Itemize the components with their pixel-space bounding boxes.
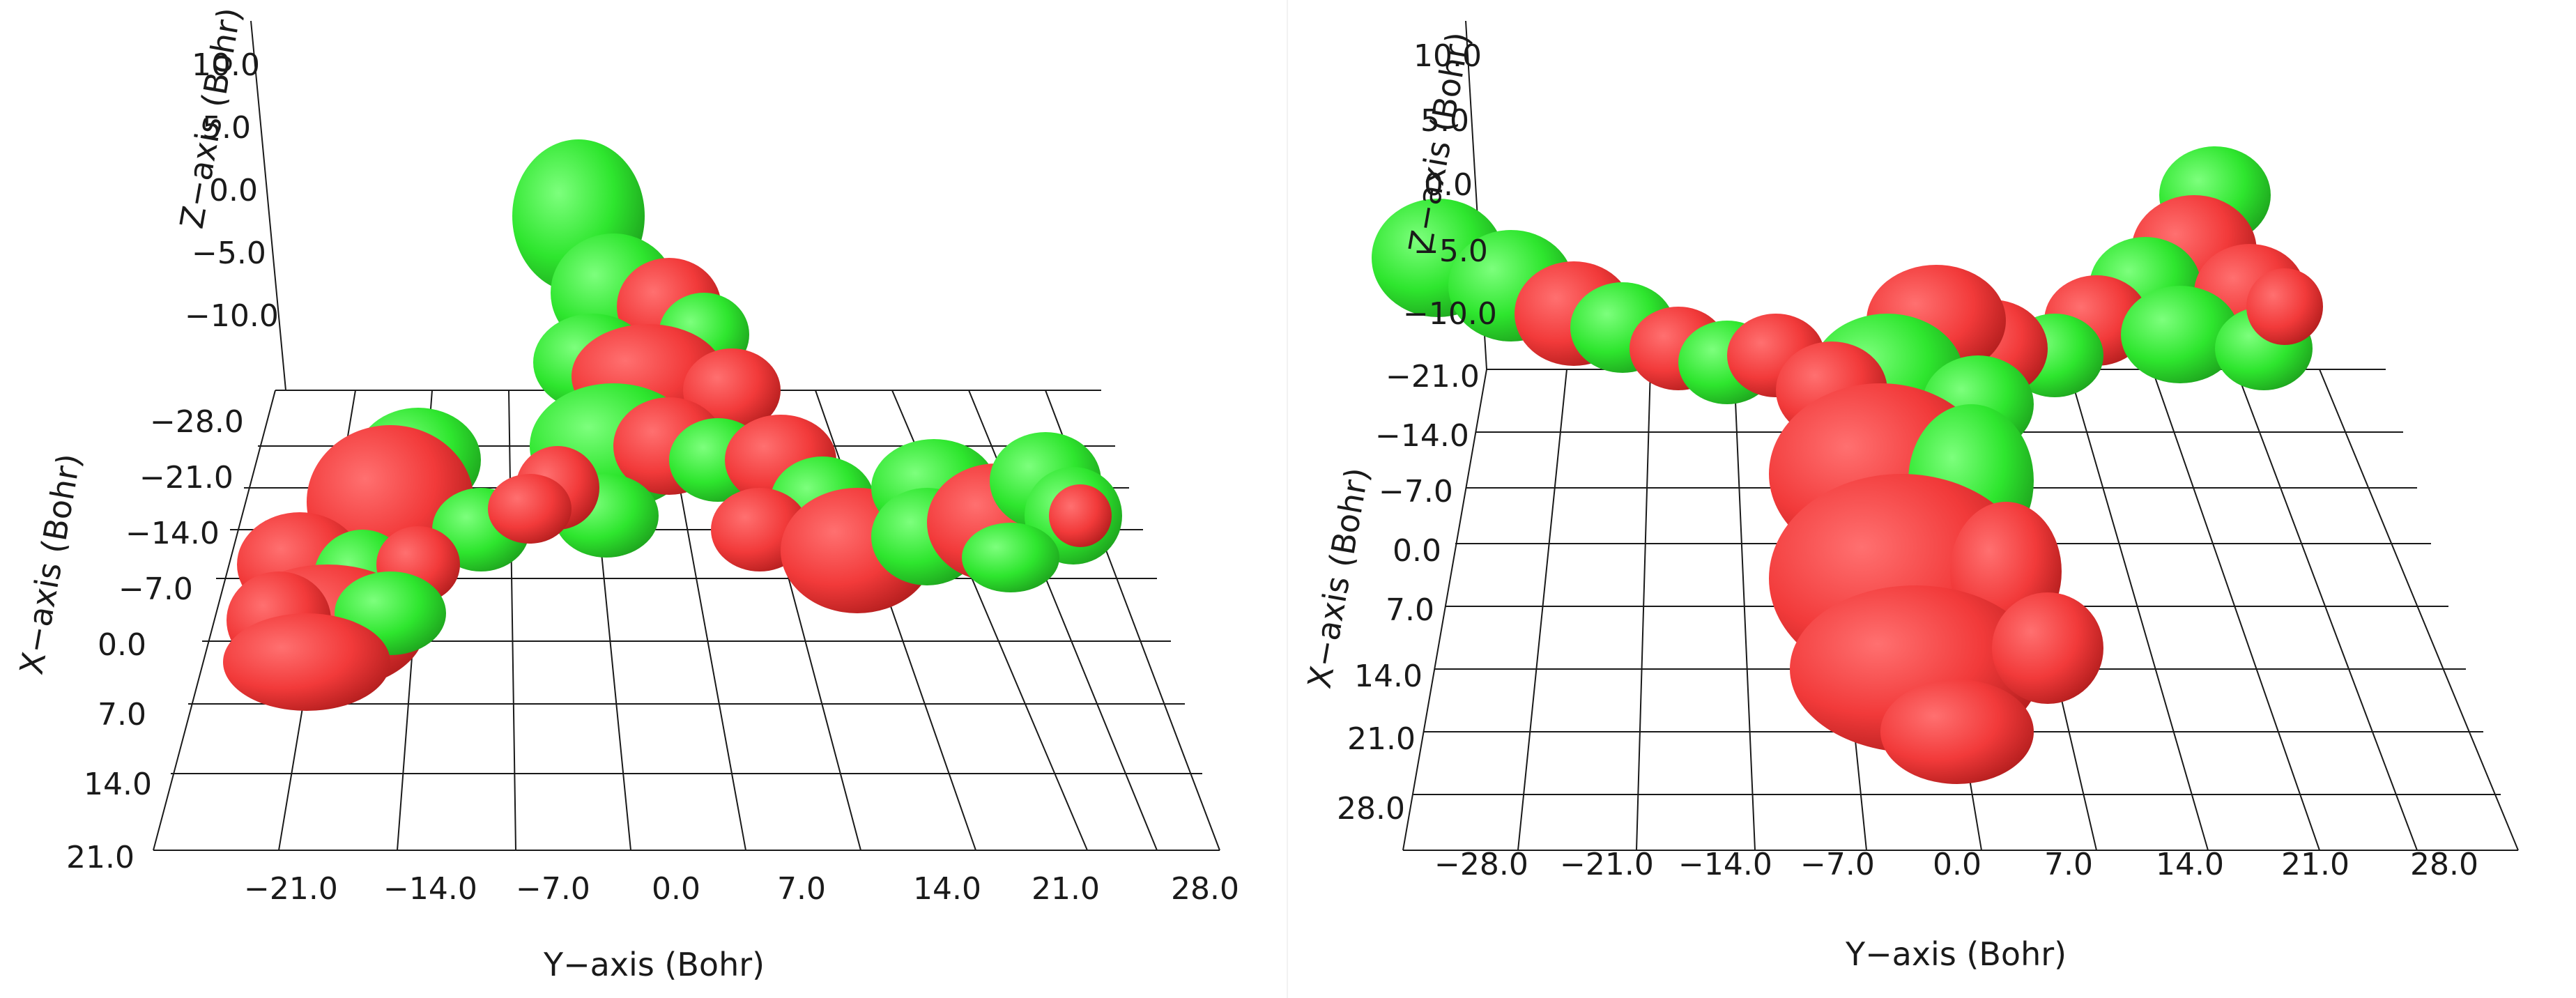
panel-divider xyxy=(1287,0,1288,998)
x-tick: 21.0 xyxy=(66,840,135,875)
y-tick: −7.0 xyxy=(516,871,590,907)
x-tick: 0.0 xyxy=(1393,533,1441,569)
z-axis-ticks-right: 10.0 5.0 0.0 −5.0 −10.0 xyxy=(1403,38,1497,332)
z-tick: 10.0 xyxy=(192,47,260,83)
x-tick: 14.0 xyxy=(1354,659,1423,694)
z-tick: 0.0 xyxy=(209,173,258,208)
y-tick: 0.0 xyxy=(652,871,700,907)
x-tick: 0.0 xyxy=(98,627,146,663)
y-axis-label: Y−axis (Bohr) xyxy=(1845,935,2067,973)
orbital-lobes-left xyxy=(223,139,1122,711)
x-axis-ticks-left: −28.0 −21.0 −14.0 −7.0 0.0 7.0 14.0 21.0 xyxy=(66,404,244,875)
y-tick: 21.0 xyxy=(1032,871,1100,907)
z-tick: 5.0 xyxy=(202,110,251,146)
x-tick: −21.0 xyxy=(1386,359,1480,394)
y-tick: −7.0 xyxy=(1800,847,1875,882)
y-axis-label: Y−axis (Bohr) xyxy=(543,946,765,983)
y-axis-ticks-right: −28.0 −21.0 −14.0 −7.0 0.0 7.0 14.0 21.0… xyxy=(1434,847,2478,882)
orbital-3d-scene-left: 10.0 5.0 0.0 −5.0 −10.0 Z−axis (Bohr) −2… xyxy=(13,5,1239,983)
y-tick: 7.0 xyxy=(2044,847,2093,882)
y-tick: −28.0 xyxy=(1434,847,1528,882)
z-tick: −5.0 xyxy=(192,236,266,271)
y-tick: −14.0 xyxy=(383,871,477,907)
z-tick: 10.0 xyxy=(1413,38,1482,74)
x-tick: 21.0 xyxy=(1347,721,1416,757)
y-tick: 14.0 xyxy=(2156,847,2224,882)
x-tick: 7.0 xyxy=(98,697,146,732)
x-tick: −14.0 xyxy=(1375,418,1469,454)
y-tick: −21.0 xyxy=(244,871,338,907)
z-tick: −10.0 xyxy=(1403,296,1497,332)
y-axis-ticks-left: −21.0 −14.0 −7.0 0.0 7.0 14.0 21.0 28.0 xyxy=(244,871,1239,907)
orbital-plot-right: 10.0 5.0 0.0 −5.0 −10.0 Z−axis (Bohr) −2… xyxy=(1288,0,2576,998)
z-axis-ticks-left: 10.0 5.0 0.0 −5.0 −10.0 xyxy=(185,47,279,334)
z-tick: 5.0 xyxy=(1420,103,1469,139)
y-tick: −21.0 xyxy=(1560,847,1654,882)
orbital-lobes-right xyxy=(1372,146,2323,784)
x-tick: −21.0 xyxy=(139,460,233,496)
z-tick: 0.0 xyxy=(1424,167,1473,203)
x-tick: −14.0 xyxy=(125,516,220,551)
y-tick: 28.0 xyxy=(1171,871,1239,907)
y-tick: 21.0 xyxy=(2281,847,2349,882)
y-tick: 14.0 xyxy=(913,871,981,907)
x-tick: −7.0 xyxy=(1379,474,1453,509)
z-tick: −5.0 xyxy=(1413,233,1488,269)
y-tick: 7.0 xyxy=(777,871,826,907)
z-tick: −10.0 xyxy=(185,298,279,334)
x-tick: 14.0 xyxy=(84,767,152,802)
x-axis-label: X−axis (Bohr) xyxy=(1301,465,1377,691)
y-tick: 28.0 xyxy=(2410,847,2478,882)
orbital-3d-scene-right: 10.0 5.0 0.0 −5.0 −10.0 Z−axis (Bohr) −2… xyxy=(1301,20,2519,973)
x-axis-ticks-right: −21.0 −14.0 −7.0 0.0 7.0 14.0 21.0 28.0 xyxy=(1337,359,1480,827)
x-tick: 7.0 xyxy=(1386,592,1434,628)
x-tick: −7.0 xyxy=(118,571,193,607)
orbital-plot-left: 10.0 5.0 0.0 −5.0 −10.0 Z−axis (Bohr) −2… xyxy=(13,5,1239,983)
x-tick: −28.0 xyxy=(150,404,244,440)
x-axis-label: X−axis (Bohr) xyxy=(13,451,89,677)
x-tick: 28.0 xyxy=(1337,791,1405,827)
y-tick: −14.0 xyxy=(1678,847,1772,882)
y-tick: 0.0 xyxy=(1933,847,1981,882)
